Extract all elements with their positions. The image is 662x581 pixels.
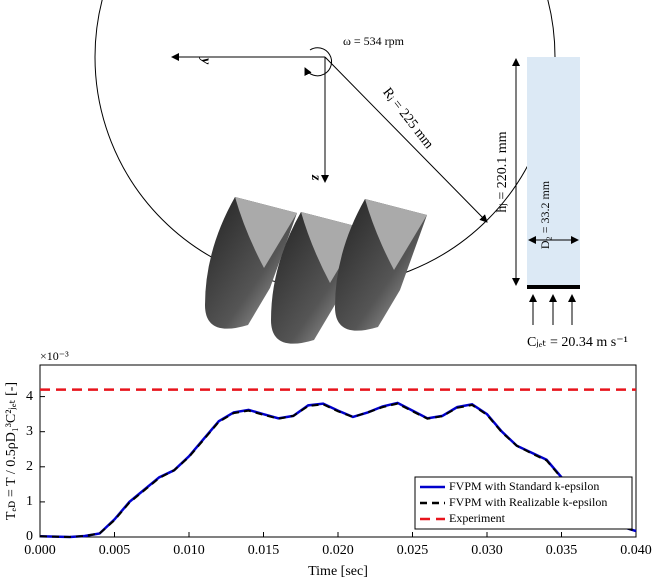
x-axis-label: Time [sec] [308,564,368,579]
z-label: z [308,174,323,181]
x-tick-label: 0.010 [173,543,205,558]
x-tick-label: 0.040 [620,543,652,558]
x-tick-label: 0.015 [248,543,280,558]
x-tick-label: 0.025 [397,543,429,558]
legend-label: FVPM with Realizable k-epsilon [449,495,607,509]
radius-label: Rⱼ = 225 mm [379,85,436,152]
y-multiplier: ×10⁻³ [40,349,69,363]
y-tick-label: 0 [26,529,33,544]
jet [527,57,580,287]
radius-arrow [324,56,488,223]
y-tick-label: 2 [26,459,33,474]
diagram: y z ω = 534 rpm Rⱼ = 225 mm hⱼ = 220.1 m… [94,0,628,350]
x-tick-label: 0.005 [99,543,131,558]
jet-speed-label: Cⱼₑₜ = 20.34 m s⁻¹ [527,335,628,350]
x-tick-label: 0.000 [24,543,56,558]
series-line [39,402,637,539]
bucket [205,197,297,329]
nozzle [527,285,580,289]
legend [414,476,633,530]
y-tick-label: 3 [26,424,33,439]
x-tick-label: 0.030 [471,543,503,558]
legend-label: FVPM with Standard k-epsilon [449,479,599,493]
y-axis-label: Tₑᴅ = T / 0.5ρD₁³C²ⱼₑₜ [-] [4,382,19,520]
height-label: hⱼ = 220.1 mm [495,131,510,212]
chart: ×10⁻³ Time [sec] Tₑᴅ = T / 0.5ρD₁³C²ⱼₑₜ … [4,349,652,579]
legend-label: Experiment [449,511,506,525]
x-tick-label: 0.035 [546,543,578,558]
bucket [271,212,363,344]
x-tick-label: 0.020 [322,543,354,558]
y-tick-label: 1 [26,494,33,509]
y-label: y [198,56,213,65]
rotation-arrow [304,47,333,77]
bucket [335,199,427,331]
diameter-label: D₂ = 33.2 mm [538,180,552,249]
omega-label: ω = 534 rpm [343,34,405,48]
y-tick-label: 4 [26,389,33,404]
